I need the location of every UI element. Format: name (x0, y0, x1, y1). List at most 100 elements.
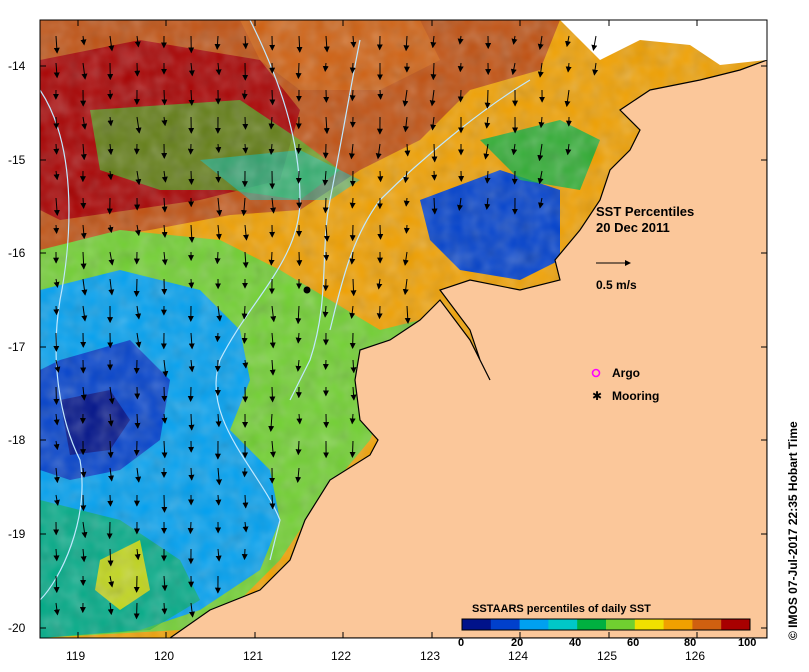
current-vector (107, 224, 114, 234)
argo-legend-icon (591, 368, 601, 378)
current-vector (108, 575, 115, 588)
map-date: 20 Dec 2011 (596, 220, 670, 235)
current-vector (404, 305, 411, 324)
current-vector (241, 197, 247, 217)
current-vector (107, 143, 114, 156)
lon-label-120: 120 (154, 649, 174, 663)
current-vector (431, 170, 438, 181)
colorbar-tick-0: 0 (458, 637, 464, 649)
current-vectors (52, 35, 599, 620)
current-vector (214, 251, 221, 265)
current-vector (511, 143, 518, 156)
current-vector (135, 467, 142, 483)
current-vector (215, 143, 222, 154)
current-vector (295, 359, 302, 372)
lat-label-15: -15 (8, 153, 26, 167)
current-vector (322, 170, 329, 186)
current-vector (215, 494, 222, 506)
current-vector (323, 224, 330, 242)
current-vector (269, 494, 276, 510)
current-vector (403, 224, 410, 234)
current-vector (242, 494, 249, 509)
current-vector (53, 35, 60, 54)
current-vector (53, 467, 60, 484)
current-vector (350, 35, 357, 48)
current-vector (215, 62, 222, 76)
current-vector (349, 62, 356, 74)
current-vector (242, 116, 249, 130)
colorbar-segment (692, 619, 722, 630)
current-vector (53, 116, 60, 130)
current-vector (161, 440, 168, 459)
no-data-region (560, 20, 767, 65)
colorbar-segment (606, 619, 636, 630)
current-vector (188, 278, 195, 289)
current-vector (215, 170, 222, 183)
current-vector (403, 197, 410, 207)
longitude-axis: 119 120 121 122 123 124 125 126 (66, 20, 705, 663)
current-vector (510, 62, 517, 76)
current-vector (80, 548, 87, 563)
current-vector (107, 116, 114, 127)
current-vector (591, 35, 598, 51)
current-vector (133, 602, 140, 620)
current-vector (242, 359, 249, 369)
current-vector (242, 35, 249, 50)
mooring-legend-label: Mooring (612, 389, 659, 403)
current-vector (188, 332, 195, 350)
current-vector (135, 305, 142, 320)
lon-label-124: 124 (508, 649, 528, 663)
current-vector (53, 278, 60, 288)
current-vector (107, 548, 114, 567)
colorbar-tick-60: 60 (627, 637, 639, 649)
current-vector (295, 332, 302, 344)
current-vector (431, 197, 438, 215)
current-vector (348, 143, 355, 160)
current-vector (537, 143, 544, 162)
current-vector (81, 305, 88, 322)
current-vector (107, 170, 114, 181)
current-vector (188, 467, 195, 481)
argo-legend-label: Argo (612, 366, 640, 380)
current-vector (323, 251, 330, 261)
latitude-axis: -14 -15 -16 -17 -18 -19 -20 (8, 59, 767, 635)
current-vector (403, 170, 410, 184)
current-vector (161, 89, 168, 106)
current-vector (457, 62, 464, 73)
current-vector (188, 170, 195, 185)
current-vector (133, 278, 140, 297)
current-vector (565, 62, 572, 73)
current-vector (375, 143, 382, 160)
map-frame (39, 19, 768, 639)
current-vector (53, 548, 60, 562)
current-vector (429, 89, 436, 107)
colorbar-frame (461, 618, 751, 631)
current-vector (135, 170, 142, 186)
current-vector (377, 224, 384, 240)
current-vector (270, 305, 277, 323)
current-vector (188, 359, 195, 373)
current-vector (296, 35, 303, 53)
current-vector (430, 62, 437, 81)
current-vector (404, 143, 411, 157)
current-vector (80, 467, 87, 478)
current-vector (107, 494, 114, 507)
current-vector (269, 359, 276, 376)
map-plot-area (40, 20, 767, 638)
current-vector (322, 305, 329, 318)
current-vector (53, 575, 60, 594)
current-vector (537, 170, 544, 185)
current-vector (484, 116, 491, 129)
lon-label-122: 122 (331, 649, 351, 663)
current-vector (564, 89, 571, 108)
lat-label-18: -18 (8, 433, 26, 447)
current-vector (457, 89, 464, 103)
lat-label-14: -14 (8, 59, 26, 73)
colorbar-segment (548, 619, 578, 630)
colorbar-title: SSTAARS percentiles of daily SST (472, 603, 651, 615)
current-vector (322, 62, 329, 72)
current-vector (134, 224, 141, 237)
current-vector (53, 224, 60, 234)
mooring-marker (303, 286, 311, 294)
